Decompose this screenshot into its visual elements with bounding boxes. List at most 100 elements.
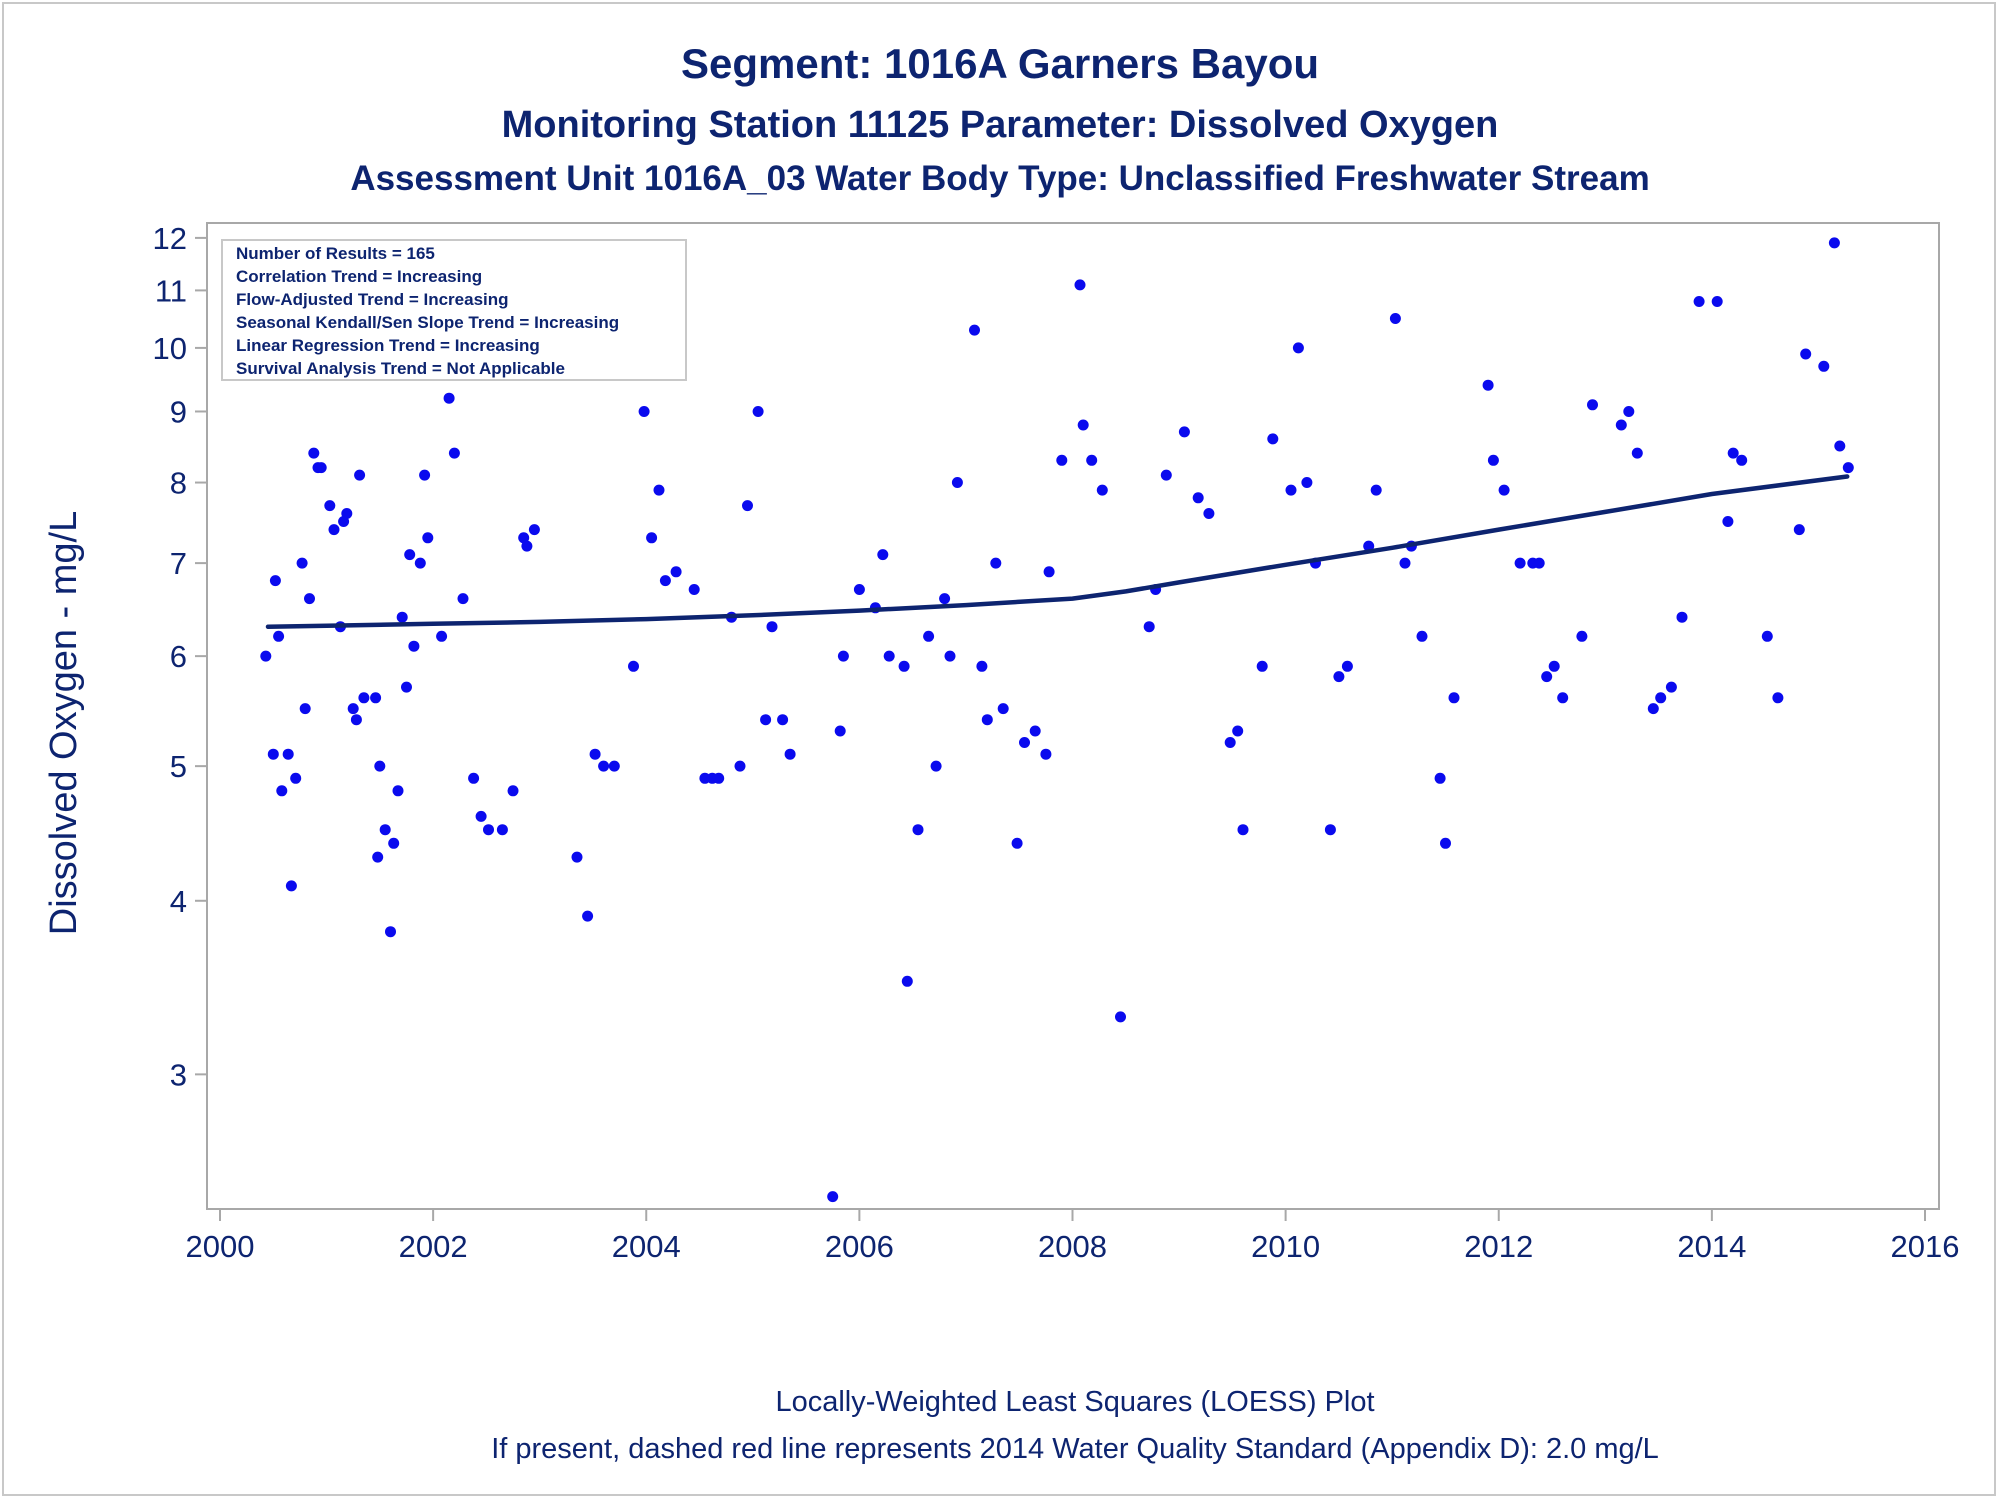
x-tick-label: 2000 xyxy=(186,1229,255,1264)
data-point xyxy=(1487,454,1499,466)
data-point xyxy=(901,975,913,987)
data-point xyxy=(1256,660,1268,672)
data-point xyxy=(1736,454,1748,466)
data-point xyxy=(1301,477,1313,488)
y-tick-label: 11 xyxy=(155,273,187,308)
stats-box: Number of Results = 165 Correlation Tren… xyxy=(221,239,687,381)
data-point xyxy=(1631,447,1643,459)
data-point xyxy=(285,880,297,892)
data-point xyxy=(1237,824,1249,836)
data-point xyxy=(837,650,849,662)
data-point xyxy=(1086,454,1098,466)
data-point xyxy=(1793,524,1805,536)
data-point xyxy=(582,910,594,922)
stats-line-seasonal-kendall: Seasonal Kendall/Sen Slope Trend = Incre… xyxy=(236,313,619,332)
data-point xyxy=(315,462,327,474)
data-point xyxy=(448,447,460,459)
stats-box-frame xyxy=(221,239,687,381)
data-point xyxy=(939,593,951,605)
data-point xyxy=(475,810,487,822)
data-point xyxy=(752,406,764,417)
data-point xyxy=(1389,313,1401,324)
data-point xyxy=(269,575,281,587)
data-point xyxy=(951,477,963,488)
data-point xyxy=(1285,484,1297,496)
data-point xyxy=(898,660,910,672)
data-point xyxy=(1448,692,1460,704)
data-point xyxy=(976,660,988,672)
data-point xyxy=(404,549,416,561)
data-point xyxy=(422,532,434,544)
data-point xyxy=(273,630,285,642)
data-point xyxy=(969,324,980,336)
data-point xyxy=(401,681,412,693)
stats-line-flow-adjusted: Flow-Adjusted Trend = Increasing xyxy=(236,290,509,309)
data-point xyxy=(528,524,540,536)
data-point xyxy=(981,714,993,726)
stats-line-correlation: Correlation Trend = Increasing xyxy=(236,267,482,286)
data-point xyxy=(341,508,353,519)
data-point xyxy=(347,703,359,715)
data-point xyxy=(742,500,753,512)
data-point xyxy=(608,760,620,772)
x-tick-label: 2016 xyxy=(1891,1229,1960,1264)
y-tick-label: 9 xyxy=(170,394,187,429)
data-point xyxy=(308,447,320,459)
data-point xyxy=(457,593,469,605)
data-point xyxy=(1056,454,1068,466)
chart-title: Segment: 1016A Garners Bayou xyxy=(681,40,1319,87)
data-point xyxy=(1615,419,1627,431)
data-point xyxy=(414,557,426,569)
data-point xyxy=(670,566,682,578)
data-point xyxy=(990,557,1002,569)
data-point xyxy=(659,575,671,587)
data-point xyxy=(290,772,302,784)
data-point xyxy=(379,824,391,836)
chart-subtitle-station: Monitoring Station 11125 Parameter: Diss… xyxy=(502,104,1499,146)
data-point xyxy=(419,469,431,481)
footnote-standard: If present, dashed red line represents 2… xyxy=(491,1433,1659,1465)
data-point xyxy=(483,824,494,836)
data-point xyxy=(877,549,889,561)
data-point xyxy=(1514,557,1526,569)
data-point xyxy=(443,392,455,404)
data-point xyxy=(1693,296,1705,307)
x-tick-label: 2008 xyxy=(1038,1229,1107,1264)
x-tick-label: 2004 xyxy=(612,1229,681,1264)
data-point xyxy=(1665,681,1677,693)
data-point xyxy=(734,760,746,772)
data-point xyxy=(1019,737,1030,748)
data-point xyxy=(304,593,315,605)
data-point xyxy=(1043,566,1055,578)
data-point xyxy=(1655,692,1667,704)
data-point xyxy=(912,824,924,836)
stats-line-results: Number of Results = 165 xyxy=(236,244,435,263)
data-point xyxy=(646,532,658,544)
data-point xyxy=(1399,557,1411,569)
y-tick-label: 6 xyxy=(170,639,187,674)
x-tick-label: 2012 xyxy=(1464,1229,1533,1264)
data-point xyxy=(1548,660,1560,672)
data-point xyxy=(507,785,519,797)
data-point xyxy=(1115,1011,1126,1023)
data-point xyxy=(1498,484,1510,496)
data-point xyxy=(521,540,533,552)
data-point xyxy=(688,584,700,595)
data-point xyxy=(350,714,362,726)
data-point xyxy=(766,621,778,633)
data-point xyxy=(827,1191,839,1203)
data-point xyxy=(1818,360,1830,372)
data-point xyxy=(1623,406,1635,417)
data-point xyxy=(1772,692,1784,704)
data-point xyxy=(713,772,725,784)
data-point xyxy=(1541,671,1553,683)
data-point xyxy=(1040,748,1052,760)
data-point xyxy=(276,785,288,797)
data-point xyxy=(1178,426,1190,438)
data-point xyxy=(1727,447,1739,459)
data-point xyxy=(408,640,420,652)
data-point xyxy=(496,824,508,836)
data-point xyxy=(1482,379,1494,391)
data-point xyxy=(1292,342,1304,354)
